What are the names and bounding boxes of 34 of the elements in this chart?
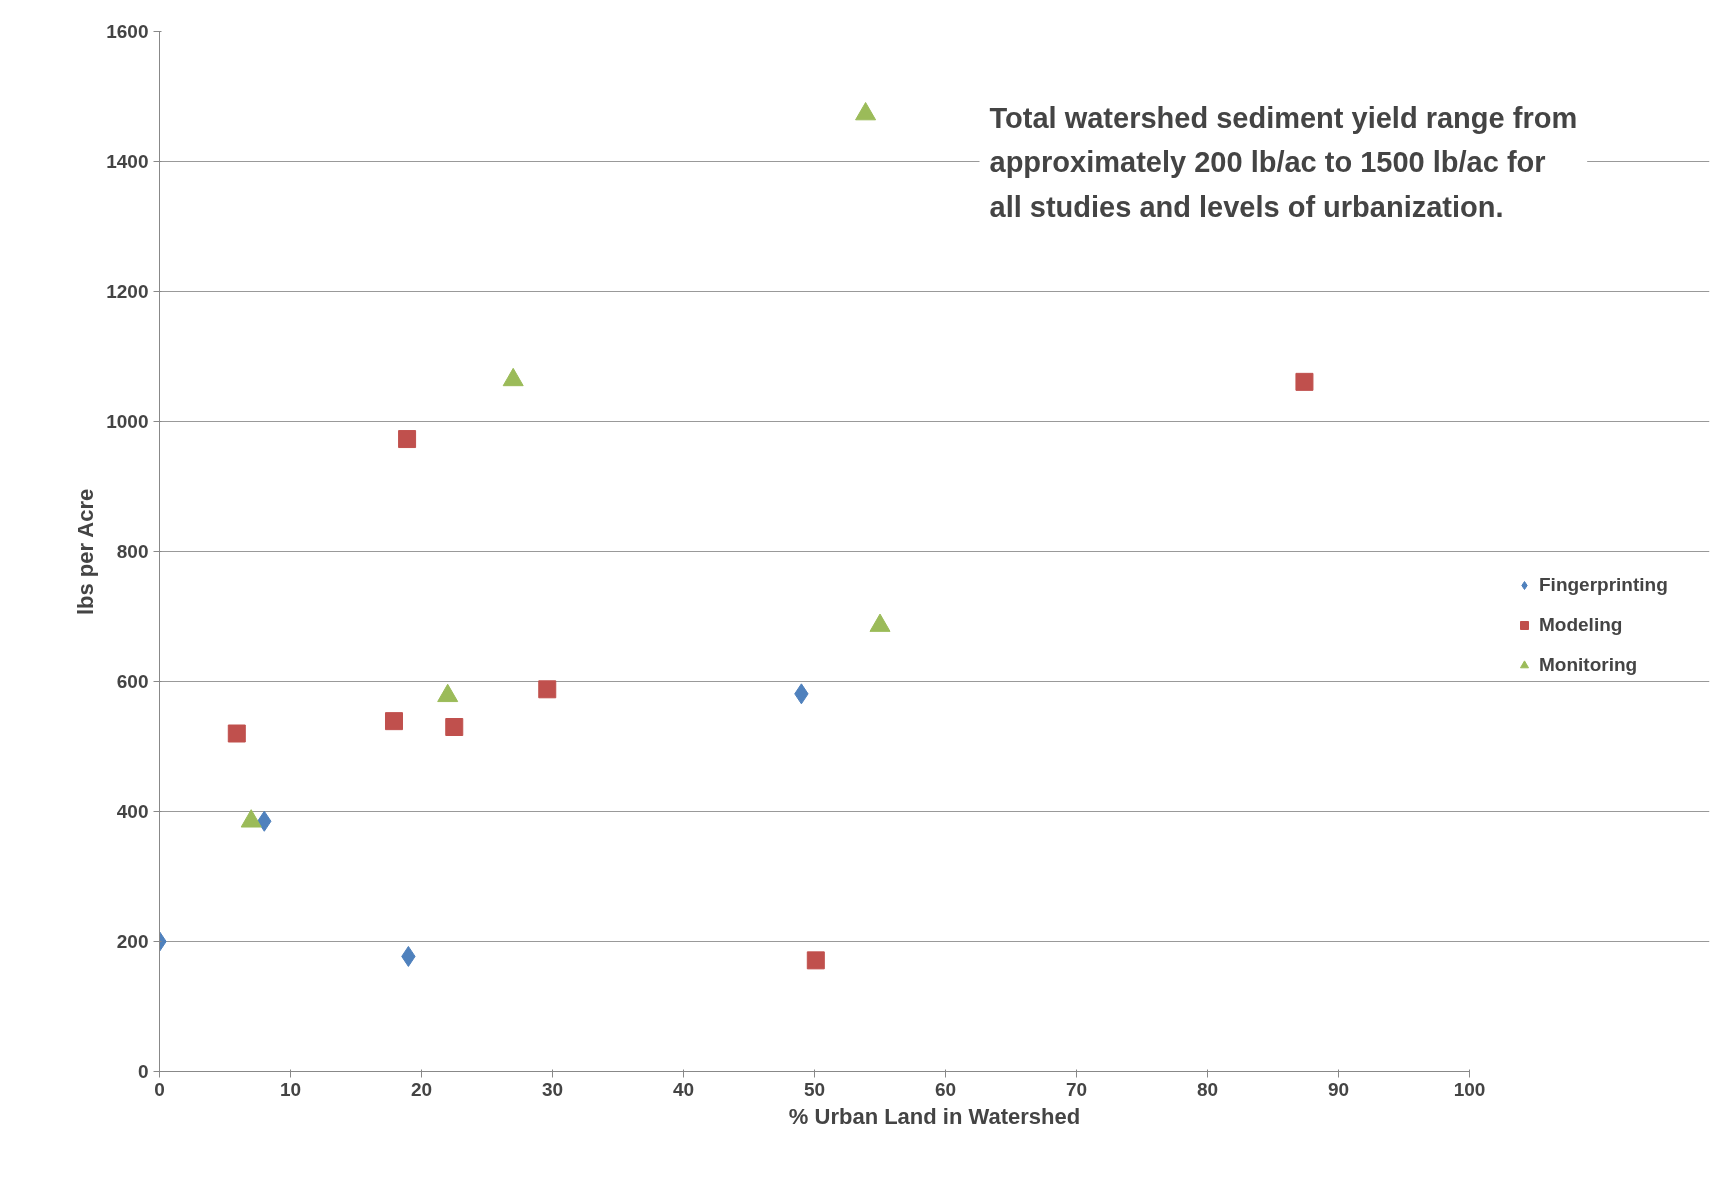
annotation: Total watershed sediment yield range from approximately 200 lb/ac to 1500 lb/ac for all studies and levels of urbanization. (989, 101, 1578, 224)
y-tick-label: 1200 (106, 281, 149, 302)
x-tick-label: 10 (279, 1078, 302, 1100)
y-tick-label: 600 (116, 671, 149, 692)
x-tick-label: 100 (1453, 1078, 1486, 1100)
x-tick-label: 90 (1327, 1078, 1350, 1100)
y-tick-label: 0 (137, 1061, 149, 1082)
x-axis-title: % Urban Land in Watershed (788, 1103, 1081, 1129)
x-tick-label: 40 (672, 1078, 695, 1100)
point (855, 102, 877, 121)
x-tick-label: 80 (1196, 1078, 1219, 1100)
point (445, 718, 464, 736)
y-tick-label: 200 (116, 931, 149, 952)
y-tick-label: 1400 (106, 151, 149, 172)
y-tick-label: 1000 (106, 411, 149, 432)
x-tick-label: 50 (803, 1078, 826, 1100)
y-tick-label: 400 (116, 801, 149, 822)
y-tick-label: 800 (116, 541, 149, 562)
point (227, 724, 246, 743)
y-axis-title: lbs per Acre (73, 488, 99, 616)
legend-label: Fingerprinting (1539, 574, 1668, 596)
point (384, 712, 403, 731)
point (538, 680, 557, 699)
x-tick-label: 20 (410, 1078, 433, 1100)
x-tick-label: 0 (154, 1078, 165, 1100)
legend-label: Monitoring (1539, 654, 1638, 676)
x-tick-label: 30 (541, 1078, 564, 1100)
point (398, 430, 417, 449)
x-tick-label: 60 (934, 1078, 957, 1100)
y-tick-label: 1600 (106, 21, 149, 42)
x-tick-label: 70 (1065, 1078, 1088, 1100)
point (1295, 372, 1314, 391)
point (806, 951, 825, 970)
legend-label: Modeling (1539, 614, 1623, 636)
